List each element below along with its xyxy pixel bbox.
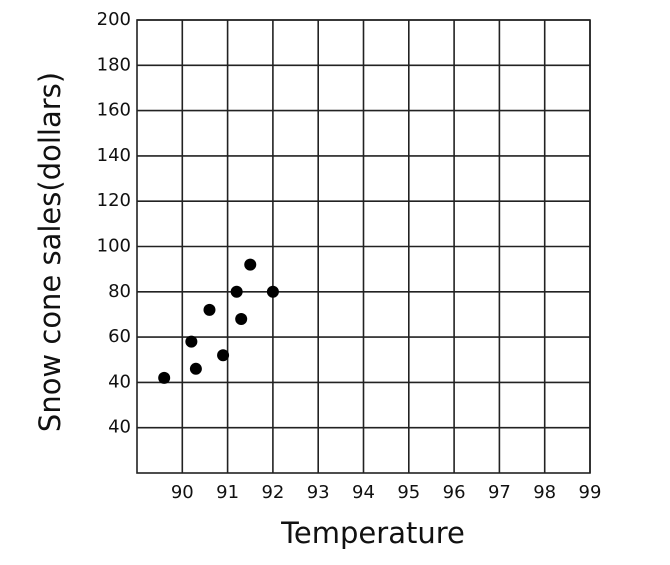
- point: [203, 303, 216, 316]
- point: [189, 362, 202, 375]
- x-tick-label: 97: [488, 482, 511, 503]
- x-tick-label: 98: [533, 482, 556, 503]
- y-tick-label: 140: [97, 145, 131, 166]
- x-tick-label: 91: [216, 482, 239, 503]
- x-axis-title: Temperature: [280, 516, 465, 550]
- x-tick-label: 94: [352, 482, 375, 503]
- y-axis-title: Snow cone sales(dollars): [33, 72, 67, 432]
- point: [266, 285, 279, 298]
- x-tick-label: 90: [171, 482, 194, 503]
- y-tick-label: 120: [97, 190, 131, 211]
- x-tick-label: 93: [307, 482, 330, 503]
- y-tick-label: 180: [97, 54, 131, 75]
- point: [230, 285, 243, 298]
- point: [244, 258, 257, 271]
- y-tick-label: 200: [97, 9, 131, 30]
- point: [217, 349, 230, 362]
- point: [235, 312, 248, 325]
- y-tick-label: 100: [97, 236, 131, 257]
- point: [158, 371, 171, 384]
- y-tick-label: 40: [108, 417, 131, 438]
- x-tick-label: 95: [397, 482, 420, 503]
- y-tick-label: 160: [97, 100, 131, 121]
- x-tick-label: 99: [579, 482, 602, 503]
- point: [185, 335, 198, 348]
- y-tick-label: 60: [108, 326, 131, 347]
- y-tick-label: 40: [108, 371, 131, 392]
- y-tick-label: 80: [108, 281, 131, 302]
- x-tick-label: 96: [443, 482, 466, 503]
- x-tick-label: 92: [261, 482, 284, 503]
